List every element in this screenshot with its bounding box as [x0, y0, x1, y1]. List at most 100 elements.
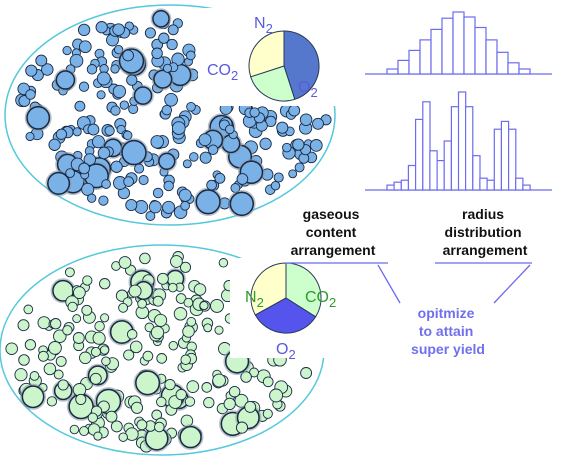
top-pie-label-o2: O2 — [298, 79, 318, 100]
bubble — [270, 180, 281, 191]
bubble — [101, 356, 111, 366]
bubble — [195, 189, 221, 215]
bubble — [125, 198, 138, 212]
radius-histogram-top — [365, 11, 552, 75]
bubble — [183, 297, 194, 308]
bubble — [55, 70, 76, 90]
bubble — [180, 200, 190, 211]
bubble — [72, 314, 82, 324]
histogram-bar — [450, 106, 460, 191]
bubble — [166, 38, 178, 51]
bubble — [110, 105, 121, 116]
bubble — [110, 160, 123, 173]
histogram-bar — [436, 160, 445, 191]
bubble — [46, 396, 58, 407]
bubble — [138, 175, 149, 186]
bubble — [105, 410, 118, 423]
bubble — [218, 258, 229, 268]
bubble — [14, 368, 28, 382]
bubble — [123, 349, 135, 361]
bubble — [158, 152, 176, 171]
bubble — [152, 295, 164, 307]
bubble — [262, 408, 273, 419]
bubble — [57, 379, 69, 391]
bubble — [74, 100, 86, 112]
histogram-bar — [430, 28, 443, 75]
bubble — [184, 396, 196, 407]
bubble — [122, 49, 134, 62]
label-optimize: opitmize to attain super yield — [411, 305, 485, 357]
bubble-halo — [45, 170, 72, 197]
bubble — [81, 304, 93, 316]
bubble — [212, 373, 226, 388]
bubble — [5, 342, 18, 355]
bubble — [180, 354, 191, 365]
bubble — [41, 63, 54, 76]
bubble — [128, 284, 142, 298]
bubble — [193, 283, 207, 296]
bubble — [214, 172, 226, 184]
bubble — [94, 320, 105, 332]
bubble — [79, 426, 89, 437]
bubble — [152, 9, 170, 28]
histogram-bar — [465, 106, 474, 191]
bubble — [182, 325, 195, 338]
bubble — [150, 325, 165, 340]
bubble — [62, 325, 73, 336]
bottom-pie-label-co2: CO2 — [305, 289, 336, 310]
bubble — [65, 168, 75, 178]
bubble — [300, 367, 313, 379]
bubble-halo — [132, 84, 154, 107]
bubble — [154, 421, 165, 433]
bubble — [18, 354, 30, 366]
bubble — [89, 372, 102, 385]
bubble — [133, 86, 153, 106]
bubble — [118, 302, 129, 313]
bubble — [98, 195, 109, 206]
bubble — [90, 346, 101, 358]
histogram-bar — [400, 179, 410, 191]
bubble — [72, 127, 82, 137]
bubble — [164, 92, 178, 107]
bubble — [67, 301, 78, 313]
bubble — [173, 307, 188, 321]
bubble — [121, 139, 147, 166]
bubble — [171, 121, 186, 135]
histogram-bar — [397, 59, 410, 75]
bubble — [309, 139, 323, 152]
bubble — [130, 401, 144, 414]
histogram-bar — [441, 17, 454, 75]
bubble — [25, 89, 36, 100]
bubble — [171, 52, 185, 66]
histogram-bar — [386, 184, 395, 191]
histogram-bar — [429, 150, 438, 191]
bubble — [119, 100, 129, 110]
bubble — [87, 123, 100, 136]
bubble — [53, 369, 64, 380]
bubble — [299, 113, 313, 126]
bubble — [156, 353, 168, 364]
histogram-bar — [386, 68, 399, 75]
bubble — [81, 182, 95, 196]
bubble — [144, 27, 156, 39]
bubble — [96, 90, 106, 100]
bubble — [186, 380, 200, 393]
bubble — [186, 101, 196, 112]
bottom-bubble-cluster — [5, 251, 313, 453]
bubble — [168, 282, 178, 293]
bubble — [137, 298, 147, 309]
bubble — [273, 172, 284, 183]
bubble — [73, 286, 86, 299]
bubble — [214, 325, 224, 335]
bubble — [23, 304, 34, 315]
bubble — [179, 261, 192, 273]
bubble — [201, 382, 213, 393]
histogram-bar — [496, 51, 509, 75]
bubble — [262, 376, 274, 388]
histogram-bar — [452, 11, 465, 75]
histogram-bar — [457, 91, 467, 191]
connector-right — [493, 264, 531, 304]
bubble — [186, 316, 197, 327]
radius-histogram-bottom — [365, 91, 552, 191]
bubble — [50, 318, 62, 330]
